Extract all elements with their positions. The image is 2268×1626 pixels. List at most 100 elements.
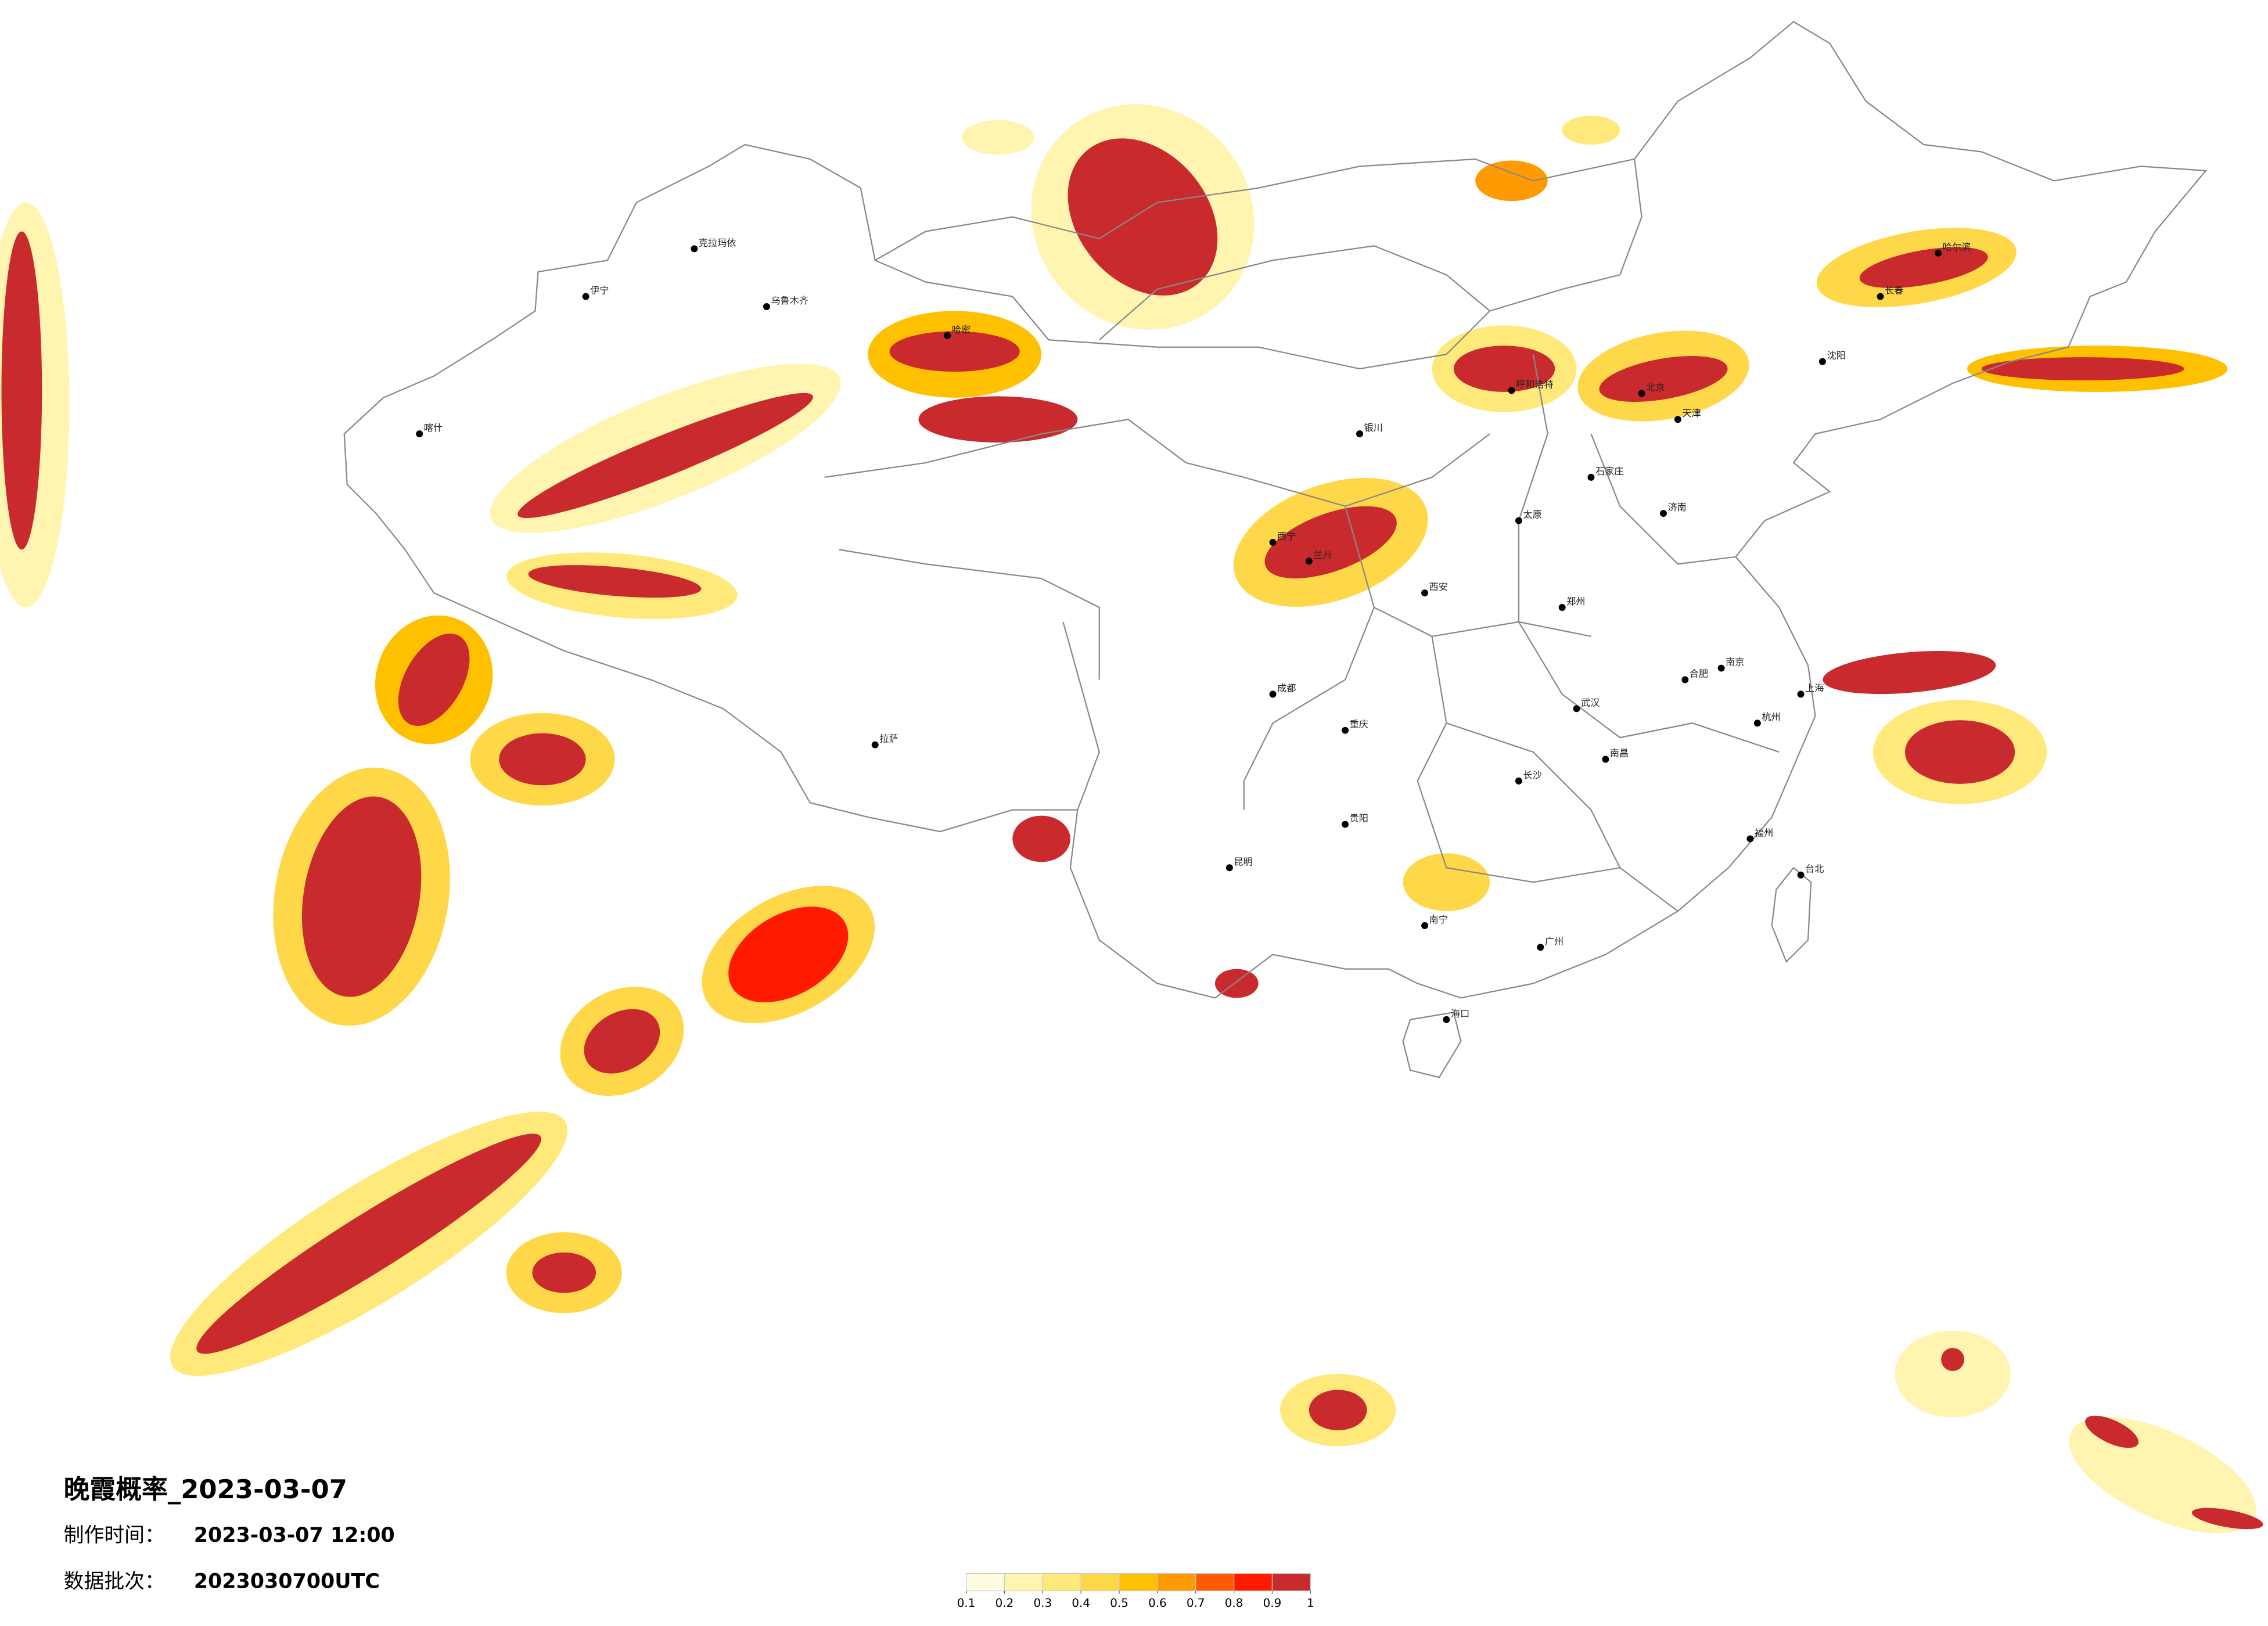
city-label: 兰州 — [1313, 549, 1332, 560]
city-label: 杭州 — [1762, 711, 1780, 722]
probability-area — [1453, 346, 1555, 392]
city-label: 广州 — [1545, 936, 1563, 947]
city-label: 天津 — [1682, 408, 1701, 419]
probability-area — [196, 1134, 541, 1354]
city-label: 昆明 — [1234, 856, 1252, 867]
city-dot — [1305, 557, 1313, 565]
city-label: 台北 — [1805, 864, 1824, 875]
city-label: 喀什 — [424, 422, 443, 433]
city-dot — [1558, 604, 1566, 611]
city-label: 哈密 — [952, 324, 971, 335]
city-dot — [1674, 416, 1681, 423]
legend-swatch — [1042, 1573, 1081, 1592]
probability-area — [2085, 1415, 2138, 1448]
city-label: 沈阳 — [1827, 350, 1845, 361]
legend-tick-label: 0.4 — [1072, 1596, 1090, 1610]
city-label: 南京 — [1726, 657, 1744, 668]
legend-swatch — [1119, 1573, 1158, 1592]
city-label: 乌鲁木齐 — [771, 295, 808, 306]
city-label: 伊宁 — [590, 285, 609, 296]
legend-tick-label: 0.6 — [1148, 1596, 1167, 1610]
probability-area — [528, 565, 702, 598]
city-dot — [1797, 871, 1805, 879]
city-dot — [944, 332, 951, 339]
probability-area — [1067, 138, 1218, 296]
city-label: 武汉 — [1581, 697, 1600, 708]
info-value: 2023030700UTC — [194, 1570, 380, 1593]
probability-area — [1941, 1348, 1965, 1371]
city-dot — [1421, 922, 1429, 929]
city-dot — [763, 303, 770, 310]
probability-area — [1562, 116, 1620, 145]
city-label: 北京 — [1646, 382, 1665, 393]
title: 晚霞概率_2023-03-07 — [64, 1474, 347, 1505]
probability-area — [398, 634, 470, 726]
probability-area — [962, 120, 1034, 155]
probability-area — [1981, 357, 2184, 380]
info-label: 制作时间： — [64, 1524, 165, 1547]
probability-area — [1599, 356, 1728, 402]
probability-area — [584, 1009, 660, 1074]
china-border — [343, 20, 2208, 999]
city-label: 贵阳 — [1350, 813, 1368, 824]
city-dot — [1342, 726, 1349, 734]
city-dot — [1421, 589, 1429, 597]
city-dot — [1537, 944, 1544, 951]
city-label: 太原 — [1523, 509, 1541, 520]
city-label: 南宁 — [1429, 914, 1448, 925]
city-dot — [1443, 1016, 1450, 1023]
city-dot — [1681, 676, 1689, 684]
city-dot — [1515, 777, 1522, 785]
city-label: 郑州 — [1566, 596, 1585, 607]
probability-area — [2191, 1508, 2263, 1530]
probability-area — [889, 331, 1020, 372]
probability-area — [918, 396, 1078, 443]
legend-swatch — [1233, 1573, 1273, 1592]
city-label: 南昌 — [1610, 747, 1629, 758]
city-label: 石家庄 — [1595, 466, 1624, 477]
city-dot — [1602, 756, 1609, 763]
city-dot — [871, 741, 879, 749]
legend-tick-label: 0.2 — [995, 1596, 1014, 1610]
probability-area — [1264, 506, 1397, 579]
legend-swatch — [1271, 1573, 1311, 1592]
probability-area — [1012, 815, 1070, 862]
city-dot — [1660, 510, 1667, 517]
city-dot — [1753, 720, 1761, 727]
probability-field — [0, 104, 2263, 1534]
city-label: 济南 — [1667, 502, 1686, 513]
legend-tick-label: 1 — [1307, 1596, 1314, 1610]
probability-area — [2069, 1417, 2256, 1534]
probability-area — [499, 733, 586, 786]
probability-area — [1823, 650, 1996, 695]
legend-swatch — [965, 1573, 1005, 1592]
city-label: 西安 — [1429, 581, 1448, 592]
legend-swatch — [1080, 1573, 1120, 1592]
probability-area — [1403, 853, 1490, 911]
probability-area — [517, 393, 813, 519]
mongolia-border — [875, 158, 1635, 341]
city-dot — [1818, 358, 1826, 365]
legend-tick-label: 0.7 — [1187, 1596, 1205, 1610]
legend-swatch — [1004, 1573, 1043, 1592]
legend-tick-label: 0.9 — [1263, 1596, 1282, 1610]
city-label: 拉萨 — [879, 733, 898, 744]
city-dot — [1877, 293, 1884, 300]
city-label: 福州 — [1755, 827, 1773, 838]
city-dot — [1269, 538, 1277, 546]
probability-area — [1859, 247, 1988, 289]
city-dot — [1587, 473, 1595, 481]
city-label: 上海 — [1805, 682, 1824, 693]
probability-area — [1, 231, 42, 550]
city-dot — [691, 245, 698, 253]
city-label: 克拉玛依 — [699, 237, 736, 248]
city-dot — [1515, 517, 1522, 524]
city-dot — [582, 293, 590, 300]
city-dot — [416, 430, 423, 438]
hainan — [1402, 1012, 1462, 1078]
city-dot — [1935, 249, 1942, 257]
city-label: 重庆 — [1350, 719, 1368, 730]
probability-area — [1475, 160, 1548, 202]
city-dot — [1269, 690, 1277, 698]
legend: 0.1 0.2 0.3 0.4 0.5 0.6 0.7 0.8 0.9 1 — [957, 1573, 1314, 1610]
